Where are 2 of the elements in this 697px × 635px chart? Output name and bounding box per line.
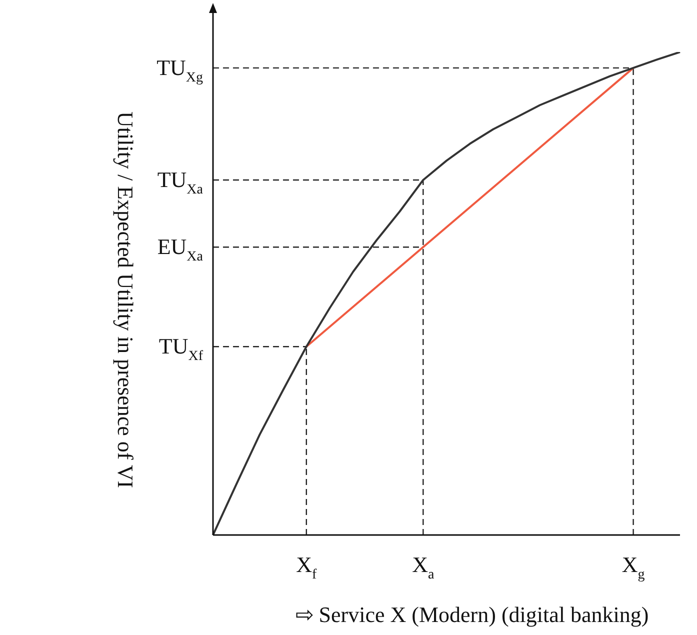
y-axis-title: Utility / Expected Utility in presence of VI [113, 112, 138, 488]
x-axis-title: ⇨ Service X (Modern) (digital banking) [295, 602, 649, 627]
